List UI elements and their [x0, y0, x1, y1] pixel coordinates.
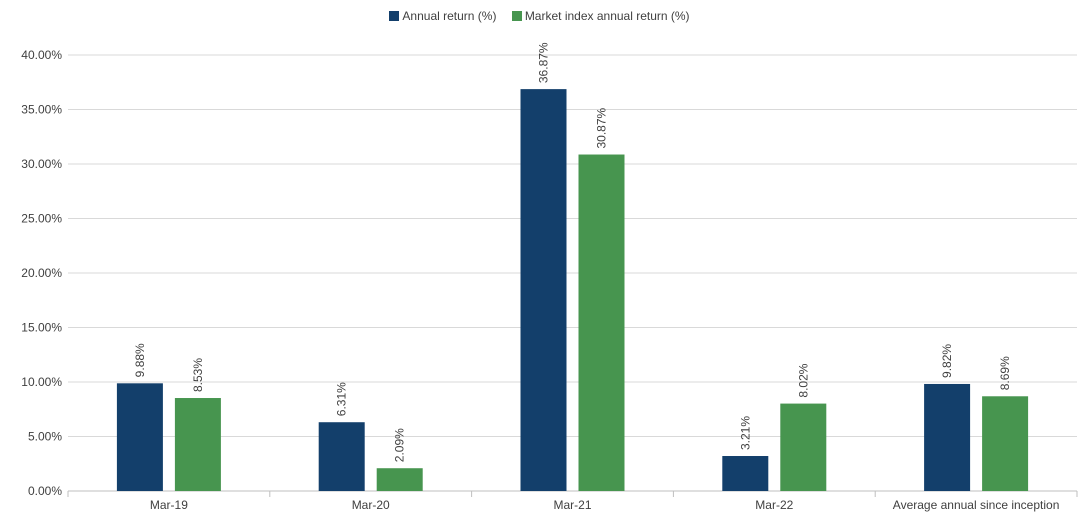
data-label: 3.21% [738, 416, 752, 450]
y-tick-label: 0.00% [28, 484, 62, 498]
y-tick-label: 5.00% [28, 430, 62, 444]
data-label: 6.31% [335, 382, 349, 416]
y-tick-label: 25.00% [21, 212, 62, 226]
x-tick-label: Mar-20 [352, 498, 390, 512]
y-tick-label: 40.00% [21, 48, 62, 62]
bar [318, 422, 365, 491]
x-tick-label: Mar-19 [150, 498, 188, 512]
data-label: 30.87% [595, 107, 609, 148]
legend-item-annual-return: Annual return (%) [389, 9, 496, 23]
x-tick-label: Mar-22 [755, 498, 793, 512]
data-label: 9.88% [133, 343, 147, 377]
bar [578, 154, 625, 491]
bar [982, 396, 1029, 491]
data-label: 9.82% [940, 344, 954, 378]
legend-swatch-market-index [511, 11, 522, 21]
y-tick-label: 10.00% [21, 375, 62, 389]
bar [924, 383, 971, 491]
bar [520, 89, 567, 491]
y-tick-label: 15.00% [21, 321, 62, 335]
bar [722, 456, 769, 491]
data-label: 8.02% [796, 363, 810, 397]
bar [376, 468, 423, 491]
legend-label-market-index: Market index annual return (%) [524, 9, 690, 23]
y-tick-label: 35.00% [21, 103, 62, 117]
x-tick-label: Average annual since inception [893, 498, 1060, 512]
legend-swatch-annual-return [389, 11, 400, 21]
data-label: 8.69% [998, 356, 1012, 390]
legend-item-market-index: Market index annual return (%) [511, 9, 690, 23]
data-label: 36.87% [537, 42, 551, 83]
bar [174, 398, 221, 491]
bar [780, 403, 827, 491]
y-tick-label: 20.00% [21, 266, 62, 280]
x-tick-label: Mar-21 [553, 498, 591, 512]
data-label: 8.53% [191, 358, 205, 392]
bar [116, 383, 163, 491]
legend-label-annual-return: Annual return (%) [402, 9, 497, 23]
y-tick-label: 30.00% [21, 157, 62, 171]
legend: Annual return (%) Market index annual re… [0, 9, 1079, 24]
data-label: 2.09% [393, 428, 407, 462]
